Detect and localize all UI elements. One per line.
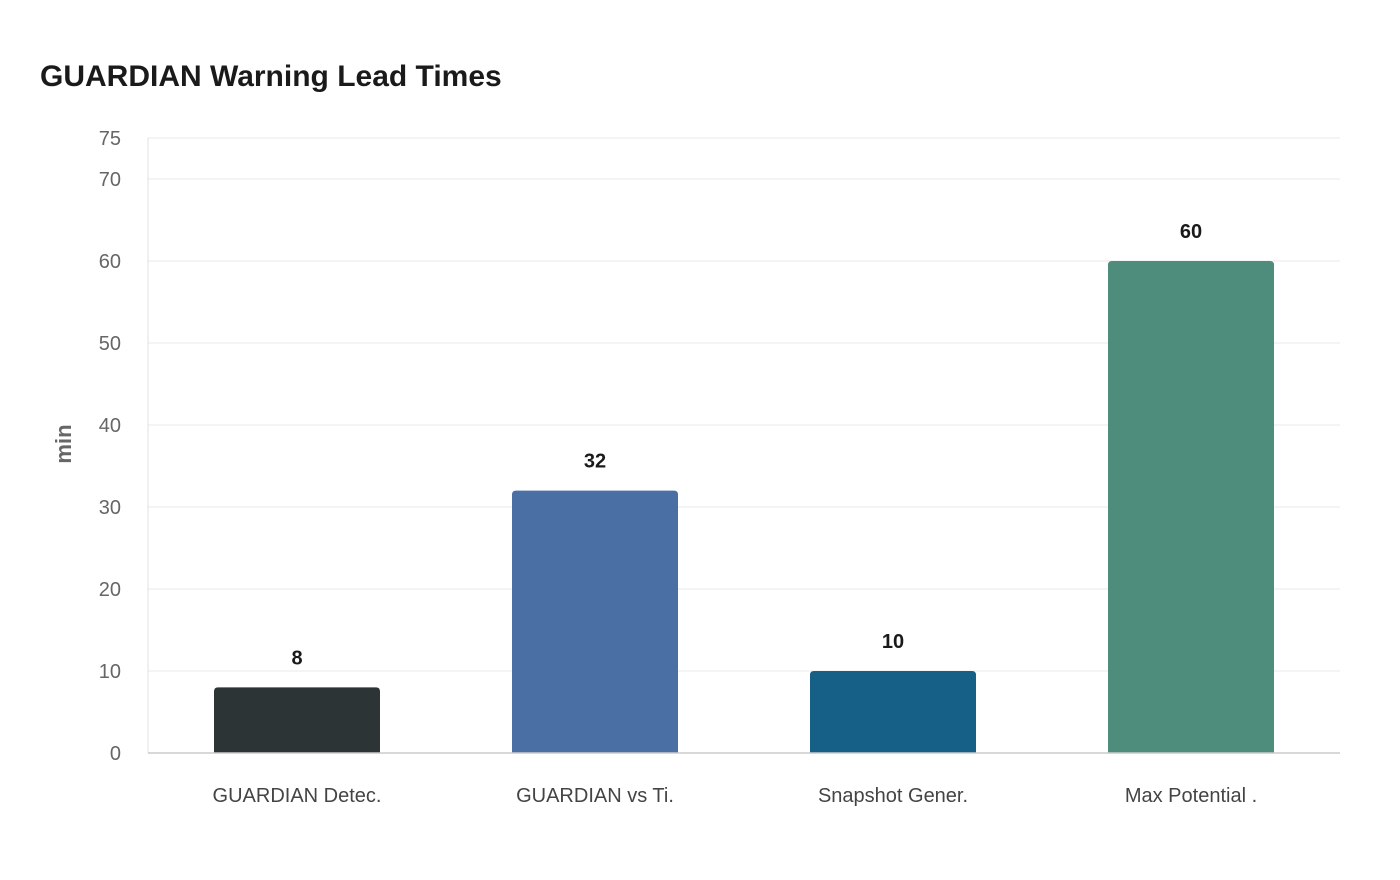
bar xyxy=(512,490,678,753)
y-axis-label: min xyxy=(51,424,76,463)
y-tick-label: 20 xyxy=(99,579,121,601)
x-tick-label: GUARDIAN vs Ti. xyxy=(516,785,674,807)
y-tick-label: 60 xyxy=(99,251,121,273)
x-tick-label: GUARDIAN Detec. xyxy=(213,785,382,807)
chart-title: GUARDIAN Warning Lead Times xyxy=(40,60,502,93)
y-tick-label: 75 xyxy=(99,128,121,150)
bar xyxy=(810,671,976,753)
data-label: 10 xyxy=(882,631,904,653)
bar xyxy=(1108,261,1274,753)
y-tick-label: 30 xyxy=(99,497,121,519)
y-tick-label: 70 xyxy=(99,169,121,191)
y-tick-label: 10 xyxy=(99,661,121,683)
x-tick-label: Max Potential . xyxy=(1125,785,1257,807)
y-tick-label: 0 xyxy=(110,743,121,765)
bar xyxy=(214,687,380,753)
x-tick-label: Snapshot Gener. xyxy=(818,785,968,807)
y-tick-label: 40 xyxy=(99,415,121,437)
data-label: 60 xyxy=(1180,221,1202,243)
y-tick-label: 50 xyxy=(99,333,121,355)
data-label: 32 xyxy=(584,451,606,473)
data-label: 8 xyxy=(291,647,302,669)
